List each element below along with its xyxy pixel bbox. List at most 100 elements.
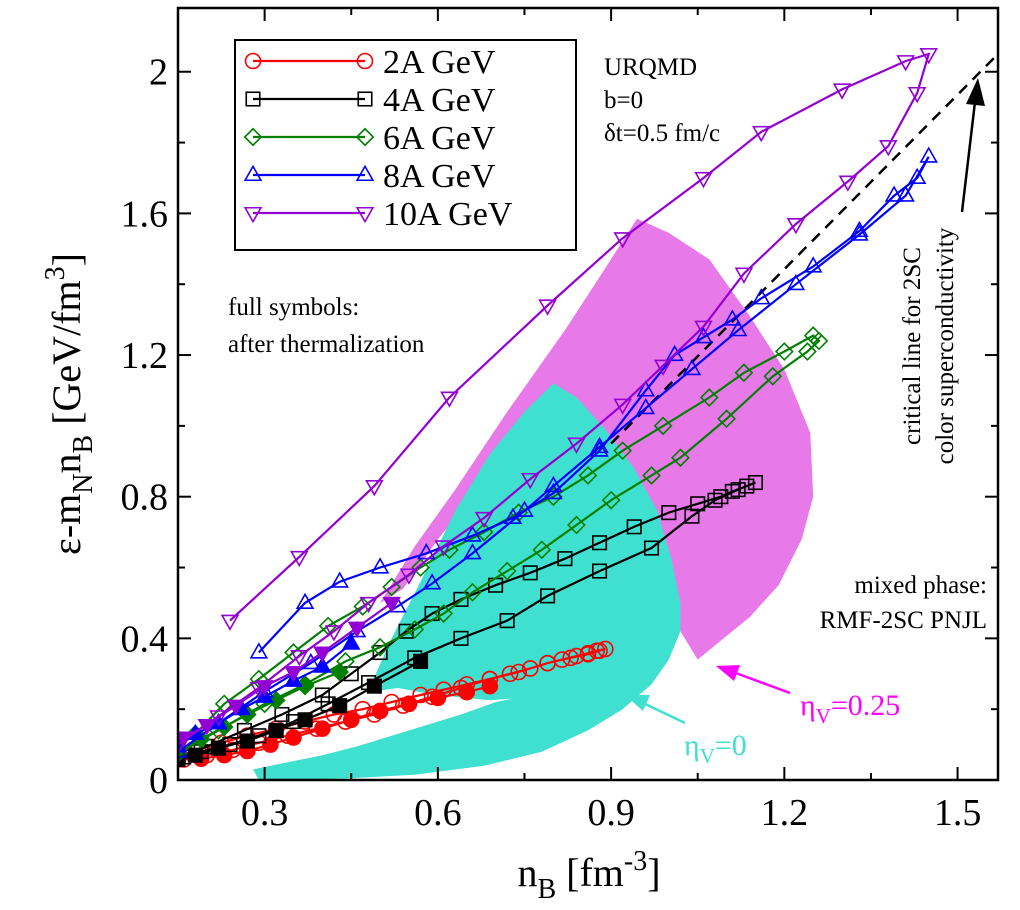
data-point-open <box>579 645 597 663</box>
region-layer <box>253 218 814 780</box>
data-point-open <box>532 540 552 560</box>
legend-marker <box>356 52 374 70</box>
data-point-open <box>642 466 661 485</box>
data-point-open <box>501 665 519 683</box>
data-point-open <box>832 83 852 100</box>
data-point-open <box>728 320 748 337</box>
data-point-full <box>226 699 245 716</box>
data-point-open <box>544 482 563 500</box>
legend-marker <box>244 52 262 70</box>
data-point-open <box>684 508 700 524</box>
legend-box <box>234 39 577 251</box>
data-point-open <box>474 511 494 529</box>
data-point-open <box>497 561 517 581</box>
urqmd-line-2: b=0 <box>604 87 643 114</box>
legend-marker <box>357 91 373 107</box>
data-point-open <box>907 167 927 185</box>
y-tick-label: 1.6 <box>121 193 169 235</box>
mixed-phase-line-2: RMF-2SC PNJL <box>820 607 987 634</box>
y-tick-label: 0 <box>149 760 168 802</box>
data-point-full <box>268 722 284 738</box>
legend-marker <box>355 127 375 147</box>
legend-marker <box>243 164 263 182</box>
data-point-open <box>919 47 938 65</box>
series-4 <box>178 47 938 755</box>
x-axis-label: nB [fm-3] <box>517 846 660 905</box>
data-point-open <box>330 571 349 588</box>
data-point-open <box>220 614 240 631</box>
series-line-open <box>178 52 931 746</box>
data-point-open <box>717 409 736 429</box>
data-point-open <box>412 686 429 704</box>
data-point-open <box>636 380 655 397</box>
data-point-open <box>798 342 817 361</box>
data-point-open <box>803 326 823 345</box>
full-symbols-line-1: full symbols: <box>228 294 359 321</box>
data-point-open <box>405 620 425 639</box>
data-point-full <box>400 695 418 713</box>
data-point-open <box>636 397 655 415</box>
data-point-open <box>510 663 528 681</box>
data-point-open <box>724 483 740 499</box>
data-point-full <box>366 678 382 694</box>
data-point-open <box>290 550 309 568</box>
legend-label: 4A GeV <box>383 82 496 119</box>
urqmd-annotation: URQMD b=0 δt=0.5 fm/c <box>604 54 720 147</box>
data-point-open <box>590 440 609 457</box>
x-tick-label: 0.6 <box>414 792 462 834</box>
data-point-open <box>354 700 372 718</box>
y-tick-label: 1.2 <box>121 335 169 377</box>
data-point-open <box>567 515 586 535</box>
data-point-open <box>370 557 390 574</box>
data-point-open <box>763 366 783 386</box>
series-layer <box>178 47 938 768</box>
data-point-open <box>365 480 384 497</box>
data-point-open <box>665 344 684 362</box>
data-point-full <box>313 656 332 673</box>
data-point-open <box>613 441 633 461</box>
data-point-open <box>540 588 556 604</box>
eta-v-025-label: ηV=0.25 <box>800 689 900 728</box>
data-point-open <box>434 540 453 557</box>
data-point-full <box>285 729 302 746</box>
y-tick-label: 0.8 <box>121 477 169 519</box>
data-point-open <box>690 496 706 512</box>
data-point-full <box>332 698 348 714</box>
y-tick-label: 2 <box>149 52 168 94</box>
x-tick-label: 1.2 <box>761 792 809 834</box>
data-point-full <box>342 711 360 729</box>
plot-frame <box>176 6 1000 782</box>
data-point-open <box>463 543 482 560</box>
data-point-open <box>879 140 898 157</box>
axis-ticks: 0.3 0.6 0.9 1.2 1.5 0 0.4 0.8 1.2 1.6 2 <box>121 8 998 834</box>
data-point-open <box>178 738 188 755</box>
mixed-phase-annotation: mixed phase: RMF-2SC PNJL <box>820 572 987 634</box>
region-eta-v-zero <box>253 383 681 780</box>
data-point-open <box>713 489 729 505</box>
critical-line <box>610 53 998 445</box>
data-point-open <box>557 551 573 567</box>
data-point-open <box>562 649 579 667</box>
data-point-open <box>417 543 436 560</box>
data-point-open <box>838 175 858 192</box>
data-point-open <box>803 256 823 273</box>
data-point-open <box>730 482 746 498</box>
full-symbols-line-2: after thermalization <box>228 331 425 358</box>
x-tick-label: 0.9 <box>587 792 635 834</box>
eta-v-025-arrow <box>716 665 791 695</box>
data-point-open <box>671 448 690 468</box>
legend-label: 8A GeV <box>383 158 496 195</box>
data-point-open <box>694 327 713 344</box>
data-point-open <box>734 267 754 284</box>
data-point-open <box>699 388 719 407</box>
data-point-open <box>751 288 771 305</box>
data-point-open <box>707 492 723 508</box>
data-point-open <box>578 466 598 485</box>
data-point-open <box>613 398 632 415</box>
data-point-full <box>382 596 401 614</box>
data-point-open <box>411 558 430 577</box>
data-point-open <box>544 475 563 493</box>
data-point-full <box>341 633 361 650</box>
data-point-full <box>314 720 331 737</box>
